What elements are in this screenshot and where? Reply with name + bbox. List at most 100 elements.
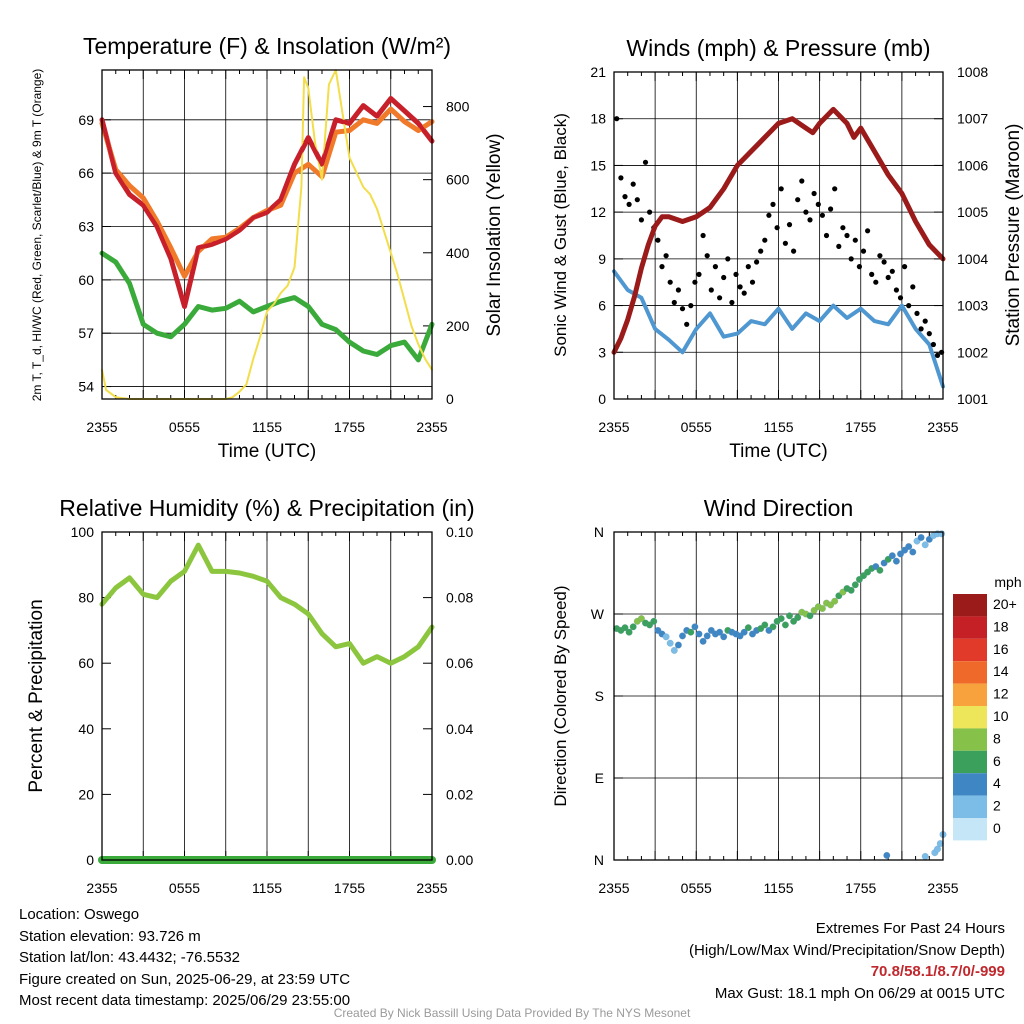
gust-point (869, 271, 875, 277)
y-tick-right-label: 1004 (957, 251, 988, 267)
y-tick-label: 40 (78, 721, 94, 737)
direction-point (716, 628, 723, 636)
gust-point (704, 253, 710, 259)
plot-frame (101, 69, 433, 400)
y-tick-right-label: 600 (446, 172, 470, 188)
colorbar-label: 10 (993, 708, 1009, 724)
gust-point (881, 259, 887, 265)
gust-point (754, 259, 760, 265)
recent-timestamp: Most recent data timestamp: 2025/06/29 2… (19, 992, 351, 1010)
direction-point (638, 615, 645, 622)
gust-point (836, 243, 842, 249)
gust-point (766, 212, 772, 218)
gust-point (745, 264, 751, 270)
x-tick-label: 2355 (598, 880, 629, 896)
colorbar-title: mph (994, 574, 1021, 590)
direction-point (777, 615, 785, 622)
gust-point (671, 299, 677, 306)
y-tick-right-label: 0.00 (446, 852, 473, 868)
x-tick-label: 2355 (416, 880, 447, 896)
gust-point (614, 116, 620, 122)
figure-created: Figure created on Sun, 2025-06-29, at 23… (19, 970, 351, 988)
x-tick-label: 1155 (252, 419, 282, 435)
colorbar-label: 16 (993, 641, 1009, 657)
y-tick-right-label: 0.02 (446, 786, 473, 802)
y-tick-label: 3 (598, 344, 606, 360)
direction-point (831, 597, 839, 605)
y-tick-label: N (594, 852, 604, 868)
gust-point (733, 271, 739, 277)
wind-line (612, 269, 945, 389)
x-tick-label: 2355 (927, 880, 958, 896)
y-tick-label: 15 (590, 157, 606, 173)
y-tick-label: 60 (78, 655, 94, 671)
gust-point (934, 352, 941, 358)
direction-point (819, 605, 826, 612)
gust-point (873, 279, 879, 285)
colorbar-label: 6 (993, 753, 1001, 769)
y-tick-label: 12 (590, 204, 606, 220)
y-tick-right-label: 1007 (957, 111, 988, 127)
gust-point (717, 295, 723, 301)
direction-point (786, 612, 793, 620)
y-tick-label: 57 (78, 325, 94, 341)
y-tick-label: S (595, 688, 604, 704)
colorbar-label: 8 (993, 730, 1001, 746)
gust-point (930, 341, 937, 348)
gust-point (807, 217, 813, 223)
direction-point (703, 632, 711, 640)
direction-point (794, 614, 802, 621)
gust-point (852, 237, 858, 243)
colorbar-label: 0 (993, 820, 1001, 836)
gust-point (865, 228, 871, 234)
gust-point (799, 178, 805, 184)
colorbar-swatch (953, 594, 987, 617)
gust-point (622, 194, 628, 200)
direction-point (650, 617, 658, 625)
gust-point (778, 186, 784, 192)
gust-point (795, 197, 801, 203)
direction-point (782, 621, 789, 629)
x-tick-label: 2355 (86, 419, 117, 435)
x-tick-label: 0555 (681, 419, 712, 435)
colorbar-label: 18 (993, 618, 1009, 634)
station-info: Location: Oswego Station elevation: 93.7… (19, 904, 350, 1012)
y-tick-label: E (595, 770, 604, 786)
gust-point (791, 248, 797, 254)
gust-point (729, 299, 735, 306)
gust-point (877, 253, 883, 259)
y-tick-label: 21 (590, 64, 606, 80)
gust-point (803, 209, 809, 215)
gust-point (860, 248, 867, 254)
extremes-subtitle: (High/Low/Max Wind/Precipitation/Snow De… (689, 941, 1005, 959)
gust-point (725, 256, 731, 262)
y-axis-right-label: Solar Insolation (Yellow) (484, 133, 505, 336)
y-tick-label: 0 (86, 852, 94, 868)
x-tick-label: 1755 (845, 880, 876, 896)
x-tick-label: 1155 (763, 880, 793, 896)
series-line (99, 250, 435, 363)
direction-point (720, 633, 728, 641)
gust-point (782, 240, 789, 246)
gust-point (844, 232, 850, 239)
y-tick-right-label: 0 (446, 391, 454, 407)
colorbar-label: 12 (993, 686, 1009, 702)
colorbar-swatch (953, 661, 987, 684)
colorbar-label: 2 (993, 798, 1001, 814)
direction-point (670, 647, 678, 654)
rh-line (99, 542, 435, 666)
credit-line: Created By Nick Bassill Using Data Provi… (333, 1006, 691, 1020)
y-tick-right-label: 1002 (957, 344, 988, 360)
gust-point (626, 201, 632, 207)
y-tick-label: 6 (598, 298, 606, 314)
direction-point (851, 581, 859, 589)
extremes-title: Extremes For Past 24 Hours (815, 920, 1005, 937)
plot-frame (101, 531, 433, 861)
y-tick-label: 63 (78, 218, 94, 234)
y-tick-label: 9 (598, 251, 606, 267)
direction-point (769, 623, 777, 631)
gust-point (922, 318, 928, 324)
y-tick-label: 69 (78, 112, 94, 128)
gust-point (696, 271, 702, 277)
colorbar-swatch (953, 773, 987, 796)
